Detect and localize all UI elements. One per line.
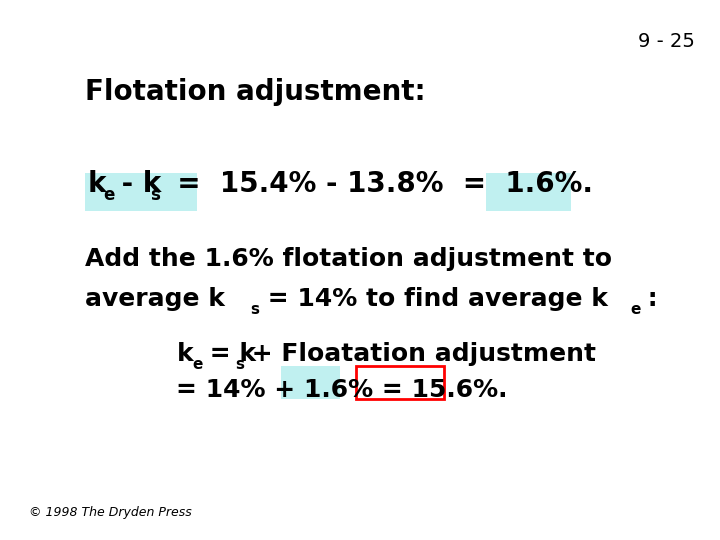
Text: = 14% + 1.6% = 15.6%.: = 14% + 1.6% = 15.6%. xyxy=(176,378,508,402)
Text: k: k xyxy=(88,170,107,198)
Bar xyxy=(85,173,197,211)
Text: - k: - k xyxy=(112,170,161,198)
Text: = 14% to find average k: = 14% to find average k xyxy=(259,287,608,310)
Text: s: s xyxy=(150,186,160,205)
Text: =  15.4% - 13.8%  =  1.6%.: = 15.4% - 13.8% = 1.6%. xyxy=(158,170,593,198)
Text: Add the 1.6% flotation adjustment to: Add the 1.6% flotation adjustment to xyxy=(85,247,612,271)
Text: average k: average k xyxy=(85,287,225,310)
Bar xyxy=(356,366,444,399)
Text: + Floatation adjustment: + Floatation adjustment xyxy=(243,342,596,366)
Text: = k: = k xyxy=(201,342,256,366)
Bar xyxy=(281,366,340,399)
Text: :: : xyxy=(639,287,658,310)
Text: 9 - 25: 9 - 25 xyxy=(638,32,695,51)
Text: e: e xyxy=(630,302,640,317)
Text: e: e xyxy=(104,186,115,205)
Text: e: e xyxy=(192,357,202,372)
Text: © 1998 The Dryden Press: © 1998 The Dryden Press xyxy=(29,507,192,519)
Text: s: s xyxy=(235,357,245,372)
Text: k: k xyxy=(176,342,193,366)
Text: Flotation adjustment:: Flotation adjustment: xyxy=(85,78,426,106)
Bar xyxy=(486,173,571,211)
Text: s: s xyxy=(251,302,259,317)
